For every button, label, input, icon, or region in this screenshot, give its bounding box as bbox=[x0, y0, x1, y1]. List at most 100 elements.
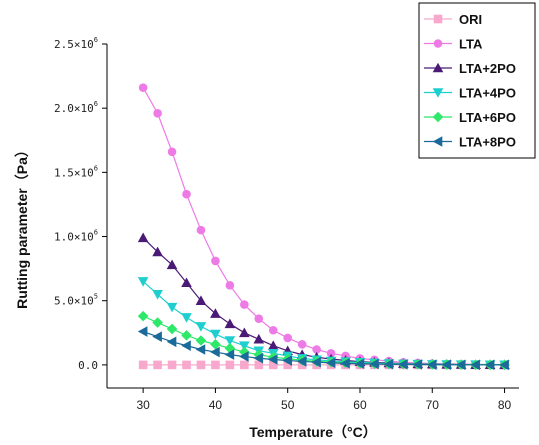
data-point-lta-plus-8po bbox=[426, 359, 437, 370]
data-point-ori bbox=[225, 360, 235, 370]
y-tick-label: 0.0 bbox=[78, 359, 98, 372]
y-tick-label: 5.0×105 bbox=[54, 293, 98, 308]
data-point-lta-plus-4po bbox=[195, 322, 207, 332]
x-tick-label: 40 bbox=[209, 398, 223, 412]
y-tick-label: 2.0×106 bbox=[54, 100, 98, 115]
data-point-lta-plus-8po bbox=[239, 351, 249, 362]
data-point-lta-plus-8po bbox=[455, 359, 466, 371]
data-point-lta-plus-8po bbox=[152, 331, 162, 342]
data-point-lta-plus-4po bbox=[210, 329, 221, 340]
data-point-lta-plus-8po bbox=[253, 352, 264, 364]
data-point-lta-plus-4po bbox=[239, 341, 250, 351]
data-point-lta-plus-8po bbox=[282, 355, 293, 366]
data-point-lta-plus-2po bbox=[166, 259, 178, 270]
legend-marker-lta-plus-6po bbox=[432, 111, 444, 123]
y-tick-label: 2.5×106 bbox=[54, 36, 98, 51]
data-point-ori bbox=[182, 360, 191, 370]
legend-label-lta: LTA bbox=[459, 37, 483, 52]
data-point-lta-plus-2po bbox=[253, 333, 265, 344]
y-axis-ticks: 0.0 5.0×105 1.0×106 1.5×106 2.0×106 2.5×106 bbox=[54, 36, 107, 372]
data-point-lta-plus-2po bbox=[152, 246, 163, 257]
data-point-lta-plus-4po bbox=[166, 302, 178, 313]
legend: ORI LTA LTA+2PO LTA+4PO LTA+6PO LTA+8PO bbox=[418, 2, 536, 159]
data-point-lta-plus-8po bbox=[311, 356, 321, 368]
data-point-lta-plus-4po bbox=[137, 277, 149, 287]
data-point-lta-plus-6po bbox=[239, 346, 250, 358]
data-point-lta-plus-8po bbox=[499, 359, 509, 371]
series-lta-plus-2po bbox=[137, 232, 510, 370]
series-lta-plus-8po bbox=[137, 326, 509, 371]
data-point-lta-plus-2po bbox=[224, 318, 236, 329]
legend-marker-lta-plus-2po bbox=[432, 62, 444, 73]
data-point-lta-plus-2po bbox=[195, 295, 207, 306]
data-point-lta bbox=[240, 300, 249, 309]
data-point-lta bbox=[138, 83, 148, 92]
data-point-lta-plus-4po bbox=[152, 289, 163, 300]
data-point-lta-plus-6po bbox=[253, 349, 265, 360]
data-point-lta-plus-8po bbox=[470, 359, 480, 371]
data-point-lta-plus-6po bbox=[195, 335, 207, 346]
data-point-lta bbox=[268, 325, 278, 335]
data-point-lta-plus-6po bbox=[166, 323, 178, 335]
data-point-lta bbox=[254, 314, 264, 323]
legend-marker-ori bbox=[433, 14, 443, 24]
data-point-lta bbox=[196, 225, 206, 235]
data-point-lta-plus-8po bbox=[181, 340, 191, 351]
data-point-lta-plus-8po bbox=[383, 358, 394, 370]
x-tick-label: 60 bbox=[353, 398, 367, 412]
series-line-lta-plus-2po bbox=[142, 237, 505, 366]
data-point-lta-plus-8po bbox=[195, 344, 206, 355]
legend-label-ori: ORI bbox=[459, 12, 482, 27]
x-axis-ticks: 30 40 50 60 70 80 bbox=[136, 388, 512, 412]
data-point-lta-plus-6po bbox=[210, 339, 221, 350]
x-tick-label: 30 bbox=[136, 398, 150, 412]
data-point-lta-plus-2po bbox=[210, 308, 221, 318]
y-tick-label: 1.0×106 bbox=[54, 229, 98, 244]
legend-label-lta-plus-4po: LTA+4PO bbox=[459, 86, 516, 101]
data-point-ori bbox=[211, 360, 220, 370]
data-point-lta-plus-8po bbox=[441, 359, 452, 371]
data-point-lta-plus-8po bbox=[210, 346, 220, 358]
data-point-lta-plus-8po bbox=[137, 326, 148, 337]
data-point-ori bbox=[196, 360, 206, 370]
data-point-ori bbox=[283, 360, 293, 370]
data-point-ori bbox=[240, 360, 249, 370]
data-point-lta-plus-8po bbox=[296, 356, 307, 367]
data-point-lta bbox=[167, 147, 177, 157]
legend-marker-lta bbox=[433, 39, 443, 48]
data-point-lta-plus-8po bbox=[267, 354, 278, 365]
data-point-lta-plus-8po bbox=[166, 336, 177, 348]
data-point-ori bbox=[138, 360, 148, 370]
data-point-lta-plus-8po bbox=[340, 358, 350, 369]
legend-label-lta-plus-8po: LTA+8PO bbox=[459, 135, 516, 150]
y-axis-title: Rutting parameter（Pa） bbox=[14, 143, 30, 309]
data-point-lta-plus-2po bbox=[137, 232, 149, 243]
data-point-lta-plus-6po bbox=[181, 330, 192, 341]
data-point-lta-plus-8po bbox=[325, 357, 336, 369]
data-point-ori bbox=[254, 360, 264, 370]
series-lta-plus-6po bbox=[137, 310, 510, 371]
data-point-lta bbox=[225, 281, 235, 290]
data-point-lta-plus-8po bbox=[224, 349, 235, 360]
data-point-lta-plus-6po bbox=[152, 317, 163, 328]
data-point-lta bbox=[182, 189, 191, 199]
legend-label-lta-plus-2po: LTA+2PO bbox=[459, 61, 516, 76]
data-point-lta-plus-2po bbox=[267, 340, 279, 350]
data-point-lta-plus-2po bbox=[239, 327, 250, 338]
legend-marker-lta-plus-4po bbox=[432, 88, 444, 98]
data-point-ori bbox=[153, 360, 162, 370]
data-point-lta-plus-6po bbox=[137, 310, 149, 322]
data-point-lta bbox=[211, 256, 220, 266]
legend-label-lta-plus-6po: LTA+6PO bbox=[459, 110, 516, 125]
legend-marker-lta-plus-8po bbox=[432, 136, 443, 147]
data-point-ori bbox=[268, 360, 278, 370]
data-point-lta-plus-8po bbox=[412, 359, 423, 370]
data-point-lta bbox=[153, 109, 162, 118]
x-tick-label: 80 bbox=[498, 398, 512, 412]
data-point-lta-plus-8po bbox=[398, 359, 408, 370]
data-point-lta-plus-2po bbox=[181, 277, 192, 288]
x-tick-label: 50 bbox=[281, 398, 295, 412]
y-tick-label: 1.5×106 bbox=[54, 164, 98, 179]
data-point-lta bbox=[312, 345, 321, 354]
